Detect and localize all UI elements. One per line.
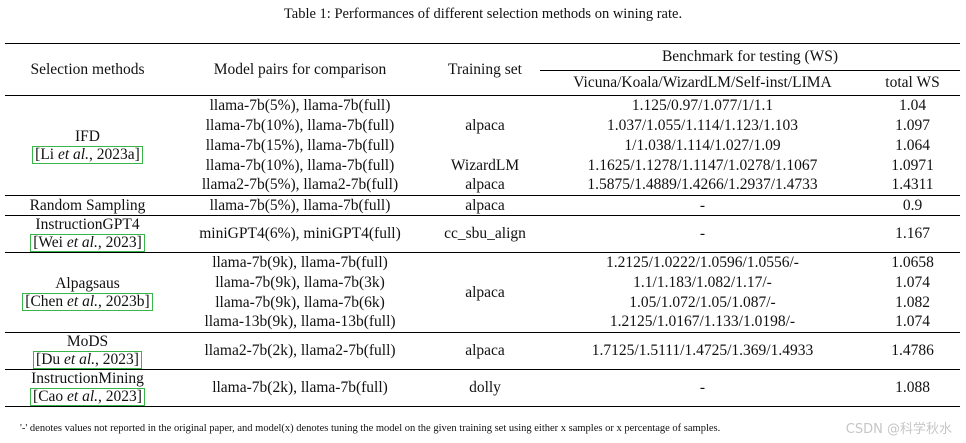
citation-link[interactable]: [Chen et al., 2023b] bbox=[22, 292, 153, 311]
header-vicuna: Vicuna/Koala/WizardLM/Self-inst/LIMA bbox=[573, 74, 832, 91]
total-ws: 1.04 bbox=[865, 95, 960, 116]
total-ws: 1.167 bbox=[865, 215, 960, 253]
total-ws: 1.0658 bbox=[865, 252, 960, 273]
model-pair: llama-7b(9k), llama-7b(full) bbox=[170, 252, 430, 273]
method-cell-mods: MoDS [Du et al., 2023] bbox=[5, 332, 170, 370]
model-pair: llama-7b(10%), llama-7b(full) bbox=[205, 116, 395, 134]
model-pair: llama-7b(9k), llama-7b(6k) bbox=[215, 293, 385, 311]
table-row: InstructionGPT4 [Wei et al., 2023] miniG… bbox=[5, 215, 960, 253]
benchmark-values: 1.1625/1.1278/1.1147/1.0278/1.1067 bbox=[587, 156, 818, 174]
method-cell-ifd: IFD [Li et al., 2023a] bbox=[5, 95, 170, 196]
benchmark-values: 1.1/1.183/1.082/1.17/- bbox=[633, 273, 772, 291]
benchmark-values: - bbox=[540, 215, 865, 253]
benchmark-values: 1.5875/1.4889/1.4266/1.2937/1.4733 bbox=[587, 176, 818, 194]
total-ws: 1.082 bbox=[895, 293, 930, 311]
method-name: Random Sampling bbox=[5, 195, 170, 216]
training-set: alpaca bbox=[430, 95, 540, 156]
total-ws: 1.074 bbox=[895, 273, 930, 291]
model-pair: llama-7b(10%), llama-7b(full) bbox=[205, 156, 395, 174]
benchmark-values: 1.125/0.97/1.077/1/1.1 bbox=[540, 95, 865, 116]
table-row: Random Sampling llama-7b(5%), llama-7b(f… bbox=[5, 195, 960, 216]
citation-link[interactable]: [Du et al., 2023] bbox=[33, 351, 142, 369]
citation-link[interactable]: [Li et al., 2023a] bbox=[32, 145, 143, 164]
method-name: InstructionMining bbox=[31, 370, 144, 387]
table-row: llama-7b(9k), llama-7b(3k) 1.1/1.183/1.0… bbox=[5, 273, 960, 293]
table-row: llama-7b(10%), llama-7b(full) WizardLM 1… bbox=[5, 156, 960, 176]
method-name: IFD bbox=[75, 127, 100, 145]
table-row: llama-7b(9k), llama-7b(6k) 1.05/1.072/1.… bbox=[5, 293, 960, 313]
total-ws: 1.0971 bbox=[891, 156, 934, 174]
model-pair: llama-7b(5%), llama-7b(full) bbox=[170, 195, 430, 216]
method-cell-alpagsaus: Alpagsaus [Chen et al., 2023b] bbox=[5, 252, 170, 333]
benchmark-values: 1.05/1.072/1.05/1.087/- bbox=[629, 293, 776, 311]
total-ws: 1.097 bbox=[895, 116, 930, 134]
total-ws: 1.4311 bbox=[891, 176, 934, 194]
table-row: IFD [Li et al., 2023a] llama-7b(5%), lla… bbox=[5, 95, 960, 196]
table-row: llama-7b(15%), llama-7b(full) 1/1.038/1.… bbox=[5, 136, 960, 156]
benchmark-values: 1/1.038/1.114/1.027/1.09 bbox=[624, 136, 781, 154]
method-name: InstructionGPT4 bbox=[35, 216, 140, 233]
watermark: CSDN @科学秋水 bbox=[845, 422, 952, 437]
model-pair: llama2-7b(2k), llama2-7b(full) bbox=[170, 332, 430, 370]
table-row: llama-13b(9k), llama-13b(full) 1.2125/1.… bbox=[5, 313, 960, 333]
header-training-set: Training set bbox=[430, 43, 540, 96]
method-name: Alpagsaus bbox=[55, 274, 120, 292]
benchmark-values: - bbox=[540, 195, 865, 216]
header-benchmark: Benchmark for testing (WS) bbox=[540, 43, 960, 71]
model-pair: llama-13b(9k), llama-13b(full) bbox=[204, 313, 396, 331]
table-row: llama2-7b(5%), llama2-7b(full) alpaca 1.… bbox=[5, 176, 960, 196]
model-pair: llama-7b(9k), llama-7b(3k) bbox=[215, 273, 385, 291]
model-pair: llama2-7b(5%), llama2-7b(full) bbox=[201, 176, 399, 194]
table-row: InstructionMining [Cao et al., 2023] lla… bbox=[5, 369, 960, 407]
table-row: llama-7b(10%), llama-7b(full) 1.037/1.05… bbox=[5, 116, 960, 136]
header-selection-methods: Selection methods bbox=[5, 43, 170, 96]
total-ws: 1.064 bbox=[895, 136, 930, 154]
results-table: Selection methods Model pairs for compar… bbox=[5, 43, 960, 407]
model-pair: llama-7b(2k), llama-7b(full) bbox=[170, 369, 430, 407]
method-name: MoDS bbox=[66, 333, 109, 350]
header-total-ws: total WS bbox=[885, 74, 940, 91]
header-model-pairs: Model pairs for comparison bbox=[170, 43, 430, 96]
citation-link[interactable]: [Wei et al., 2023] bbox=[30, 234, 145, 252]
method-cell-instructiongpt4: InstructionGPT4 [Wei et al., 2023] bbox=[5, 215, 170, 253]
training-set: alpaca bbox=[465, 176, 505, 194]
table-caption: Table 1: Performances of different selec… bbox=[283, 6, 683, 22]
benchmark-values: 1.2125/1.0167/1.133/1.0198/- bbox=[609, 313, 796, 331]
model-pair: llama-7b(15%), llama-7b(full) bbox=[205, 136, 395, 154]
method-cell-instructionmining: InstructionMining [Cao et al., 2023] bbox=[5, 369, 170, 407]
training-set: alpaca bbox=[430, 195, 540, 216]
total-ws: 1.4786 bbox=[865, 332, 960, 370]
training-set: cc_sbu_align bbox=[430, 215, 540, 253]
model-pair: miniGPT4(6%), miniGPT4(full) bbox=[170, 215, 430, 253]
benchmark-values: 1.7125/1.5111/1.4725/1.369/1.4933 bbox=[540, 332, 865, 370]
citation-link[interactable]: [Cao et al., 2023] bbox=[30, 388, 145, 406]
table-footnote: '-' denotes values not reported in the o… bbox=[20, 423, 721, 434]
table-row: Alpagsaus [Chen et al., 2023b] llama-7b(… bbox=[5, 252, 960, 333]
table-row: MoDS [Du et al., 2023] llama2-7b(2k), ll… bbox=[5, 332, 960, 370]
benchmark-values: - bbox=[540, 369, 865, 407]
training-set: WizardLM bbox=[450, 156, 520, 174]
total-ws: 0.9 bbox=[865, 195, 960, 216]
total-ws: 1.088 bbox=[865, 369, 960, 407]
training-set: alpaca bbox=[430, 252, 540, 333]
training-set: alpaca bbox=[430, 332, 540, 370]
benchmark-values: 1.2125/1.0222/1.0596/1.0556/- bbox=[540, 252, 865, 273]
total-ws: 1.074 bbox=[895, 313, 930, 331]
training-set: dolly bbox=[430, 369, 540, 407]
benchmark-values: 1.037/1.055/1.114/1.123/1.103 bbox=[606, 116, 799, 134]
model-pair: llama-7b(5%), llama-7b(full) bbox=[170, 95, 430, 116]
